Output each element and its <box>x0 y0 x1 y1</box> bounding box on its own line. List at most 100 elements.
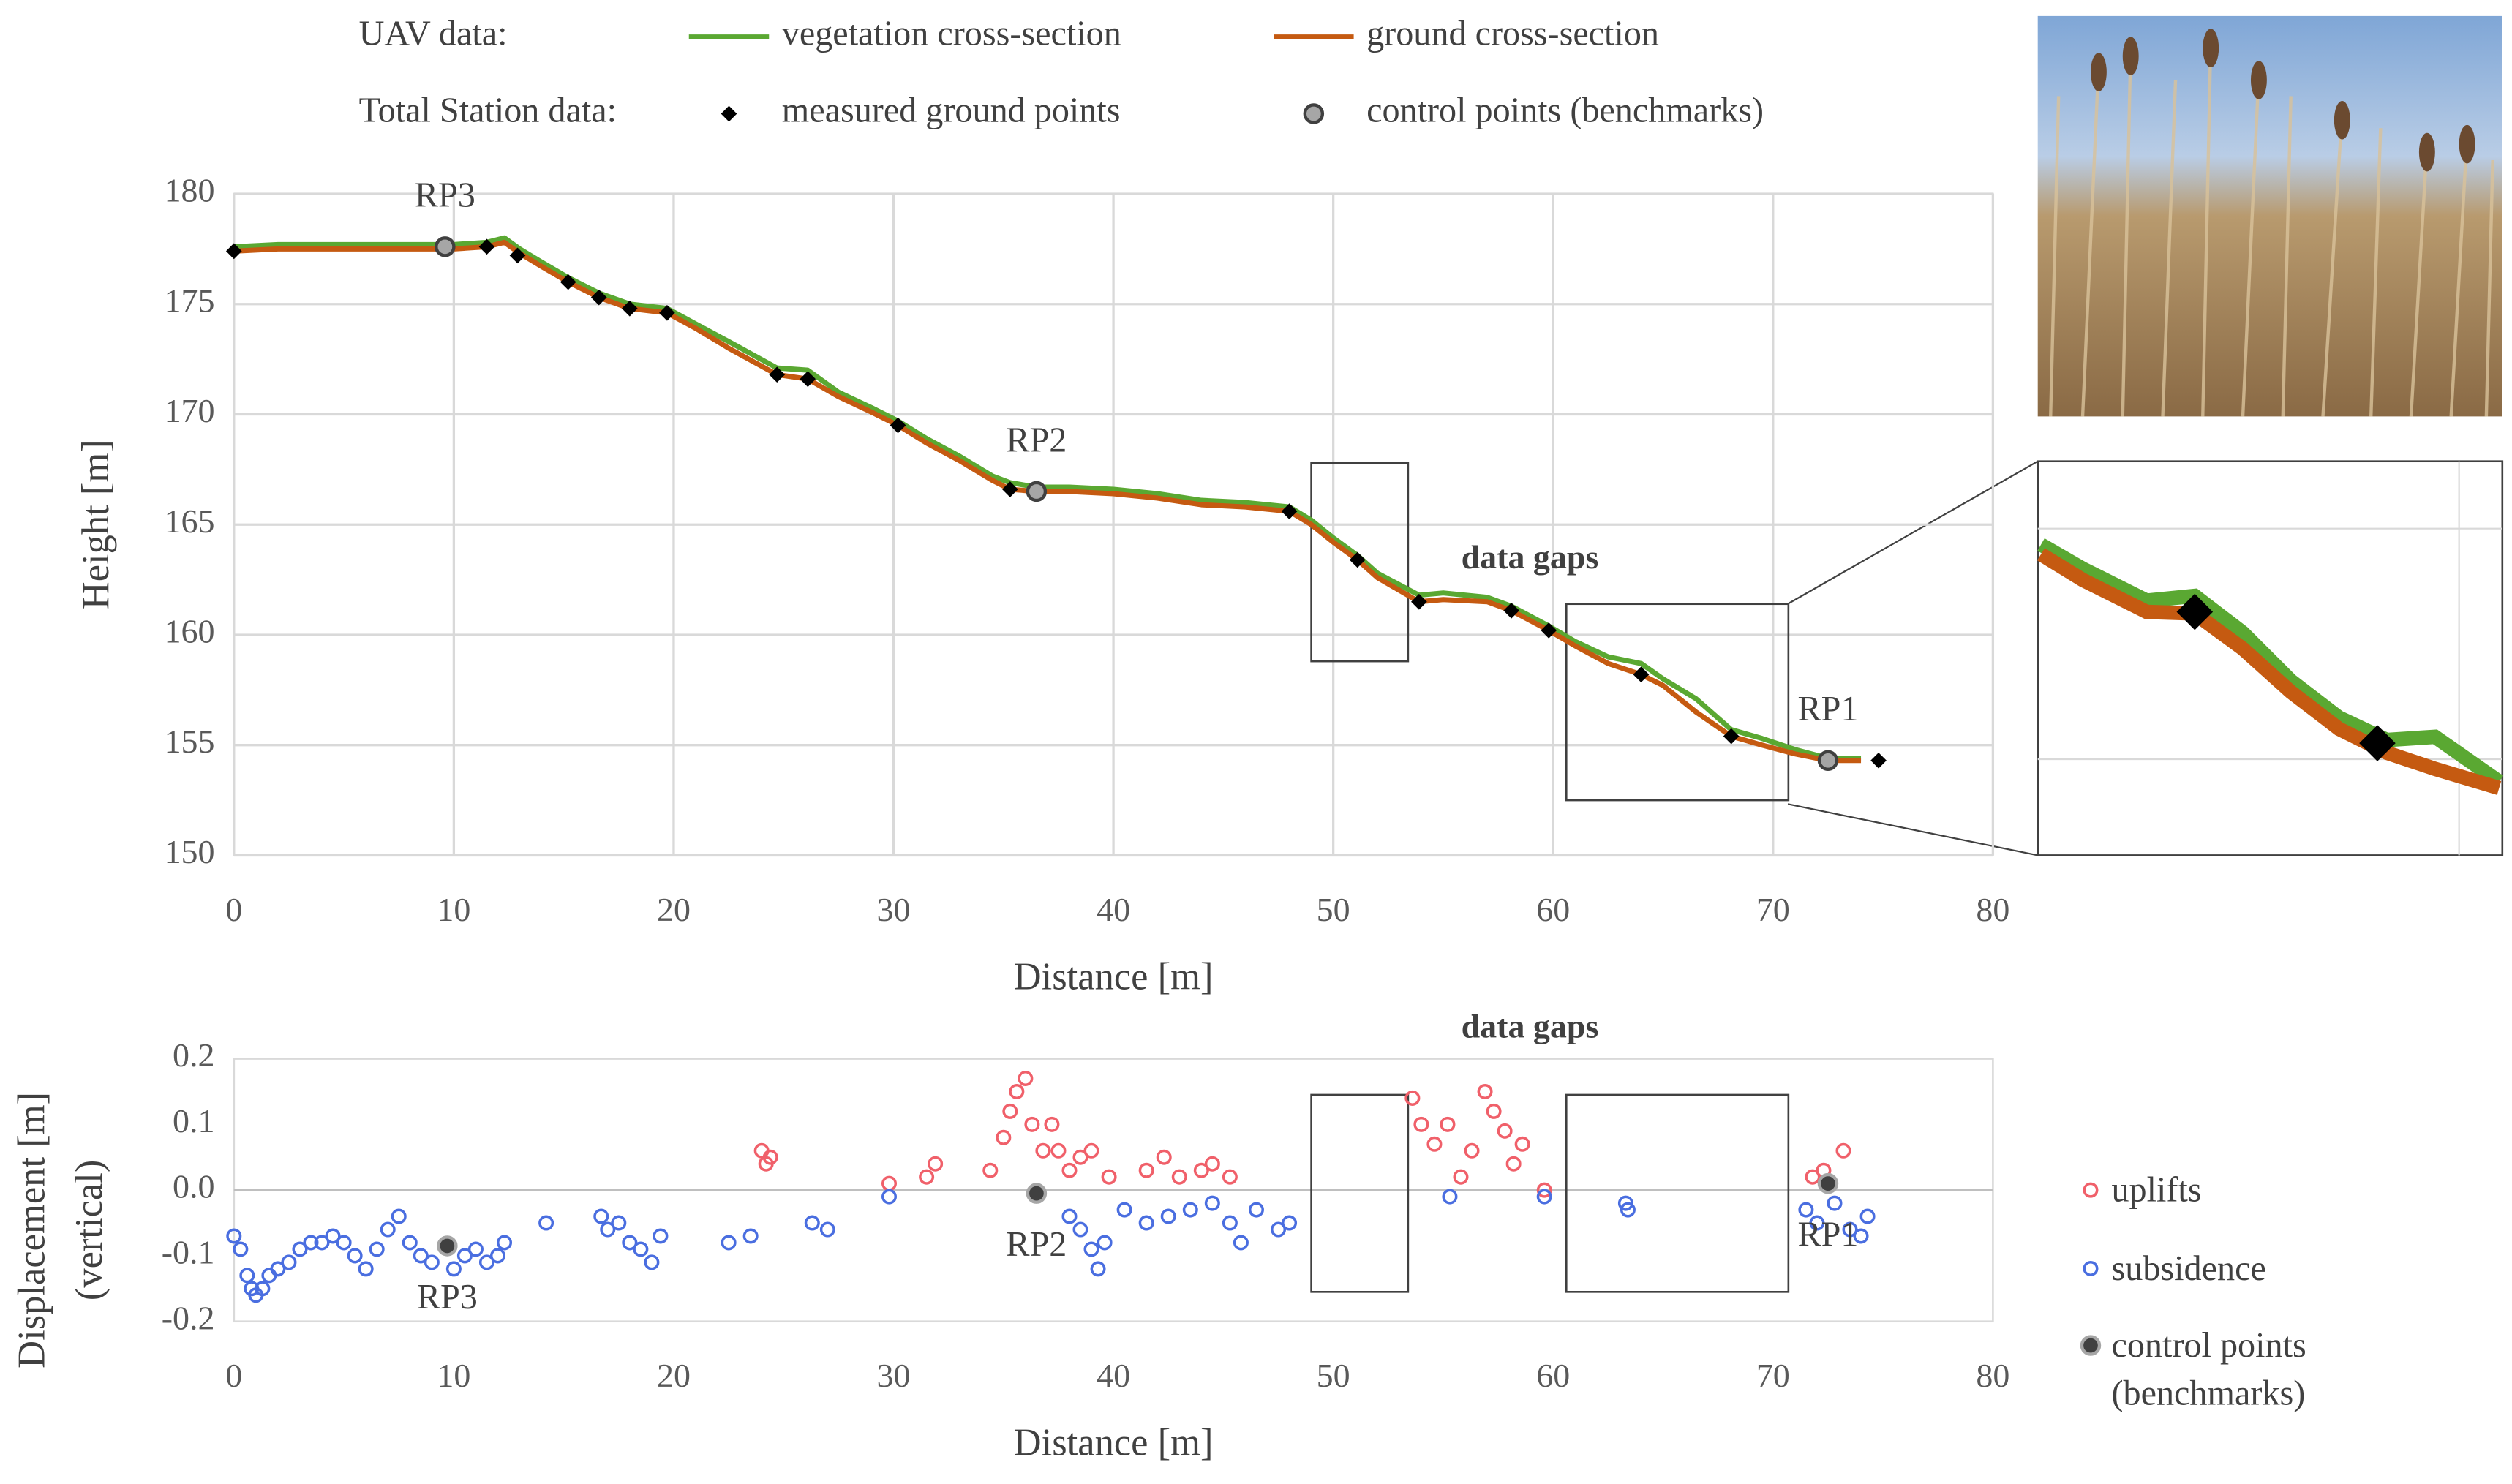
displacement-point <box>1009 1083 1025 1099</box>
ground-point <box>1349 551 1366 568</box>
legend-swatch <box>721 105 737 122</box>
displacement-point <box>742 1228 759 1244</box>
displacement-point <box>292 1241 308 1257</box>
displacement-point <box>391 1208 407 1224</box>
displacement-point <box>538 1215 554 1231</box>
displacement-point <box>881 1175 898 1191</box>
x-tick-label: 80 <box>1976 891 2009 928</box>
control-point <box>1026 1183 1048 1204</box>
x-tick-label: 60 <box>1536 1357 1570 1394</box>
displacement-point <box>1853 1228 1869 1244</box>
data-gap-box <box>1310 462 1410 663</box>
y-axis-label: (vertical) <box>68 1160 110 1301</box>
y-tick-label: 170 <box>165 392 215 429</box>
displacement-point <box>1805 1169 1821 1185</box>
annotation: data gaps <box>1462 1008 1599 1045</box>
y-tick-label: 165 <box>165 502 215 540</box>
displacement-point <box>633 1241 649 1257</box>
profile-line <box>233 235 1862 761</box>
displacement-point <box>1453 1169 1469 1185</box>
control-point <box>435 236 456 257</box>
ground-point <box>225 243 242 260</box>
reed-photo <box>2037 15 2502 417</box>
ground-point <box>1281 503 1298 519</box>
y-tick-label: 0.2 <box>173 1036 214 1074</box>
displacement-point <box>445 1261 462 1277</box>
control-point-label: RP2 <box>1006 421 1067 459</box>
displacement-point <box>1426 1136 1443 1152</box>
displacement-point <box>226 1228 242 1244</box>
legend-label: ground cross-section <box>1366 14 1659 53</box>
ground-point <box>509 247 526 264</box>
legend-swatch <box>2083 1260 2099 1276</box>
legend-label: control points (benchmarks) <box>1366 91 1764 130</box>
x-tick-label: 40 <box>1097 1357 1130 1394</box>
displacement-point <box>1018 1070 1034 1087</box>
displacement-point <box>369 1241 385 1257</box>
displacement-point <box>1440 1116 1456 1132</box>
displacement-point <box>413 1248 429 1264</box>
control-point-label: RP3 <box>415 176 475 215</box>
chart-0: 150 155 160 165 170 175 180 0 10 20 30 40 50 60 70 80 Di… <box>75 14 2009 998</box>
ground-point <box>1723 728 1740 745</box>
x-axis-label: Distance [m] <box>1014 1422 1214 1464</box>
displacement-point <box>1404 1090 1421 1106</box>
displacement-point <box>1061 1208 1078 1224</box>
displacement-point <box>1024 1116 1040 1132</box>
control-point <box>1817 750 1839 772</box>
y-tick-label: -0.1 <box>162 1233 215 1270</box>
x-tick-label: 20 <box>657 891 691 928</box>
displacement-point <box>1222 1169 1238 1185</box>
y-tick-label: 180 <box>165 172 215 209</box>
displacement-point <box>1617 1195 1633 1211</box>
displacement-point <box>1798 1202 1814 1218</box>
y-axis-label: Displacement [m] <box>10 1092 53 1368</box>
displacement-point <box>1116 1202 1132 1218</box>
displacement-point <box>478 1254 494 1270</box>
displacement-point <box>1083 1142 1099 1159</box>
displacement-point <box>1271 1221 1287 1238</box>
x-tick-label: 70 <box>1756 1357 1790 1394</box>
displacement-point <box>1536 1189 1552 1205</box>
displacement-point <box>1620 1202 1636 1218</box>
displacement-point <box>424 1254 440 1270</box>
displacement-point <box>1097 1235 1113 1251</box>
displacement-point <box>1233 1235 1249 1251</box>
displacement-point <box>1486 1103 1502 1119</box>
displacement-point <box>347 1248 363 1264</box>
displacement-point <box>239 1268 255 1284</box>
displacement-point <box>1050 1142 1067 1159</box>
x-tick-label: 20 <box>657 1357 691 1394</box>
displacement-point <box>325 1228 341 1244</box>
zoom-inset <box>1787 460 2504 856</box>
displacement-point <box>1044 1116 1060 1132</box>
displacement-point <box>1193 1162 1209 1178</box>
displacement-point <box>261 1268 277 1284</box>
displacement-point <box>653 1228 669 1244</box>
displacement-point <box>1859 1208 1876 1224</box>
data-gap-box <box>1565 603 1790 802</box>
displacement-point <box>753 1142 770 1159</box>
displacement-point <box>255 1281 271 1297</box>
displacement-point <box>1171 1169 1187 1185</box>
displacement-point <box>881 1189 898 1205</box>
y-tick-label: 0.1 <box>173 1102 214 1140</box>
x-tick-label: 30 <box>877 1357 911 1394</box>
displacement-point <box>721 1235 737 1251</box>
x-axis-label: Distance [m] <box>1014 955 1214 998</box>
displacement-point <box>402 1235 418 1251</box>
y-tick-label: 150 <box>165 833 215 870</box>
data-gap-box <box>1310 1093 1410 1293</box>
displacement-point <box>489 1248 506 1264</box>
x-tick-label: 50 <box>1317 1357 1350 1394</box>
displacement-point <box>380 1221 396 1238</box>
displacement-point <box>1160 1208 1176 1224</box>
legend-swatch <box>1303 103 1325 124</box>
control-point-label: RP1 <box>1797 690 1858 728</box>
displacement-point <box>336 1235 352 1251</box>
displacement-point <box>358 1261 374 1277</box>
displacement-point <box>1061 1162 1078 1178</box>
displacement-point <box>1002 1103 1018 1119</box>
displacement-point <box>1282 1215 1298 1231</box>
ground-point <box>800 371 816 388</box>
